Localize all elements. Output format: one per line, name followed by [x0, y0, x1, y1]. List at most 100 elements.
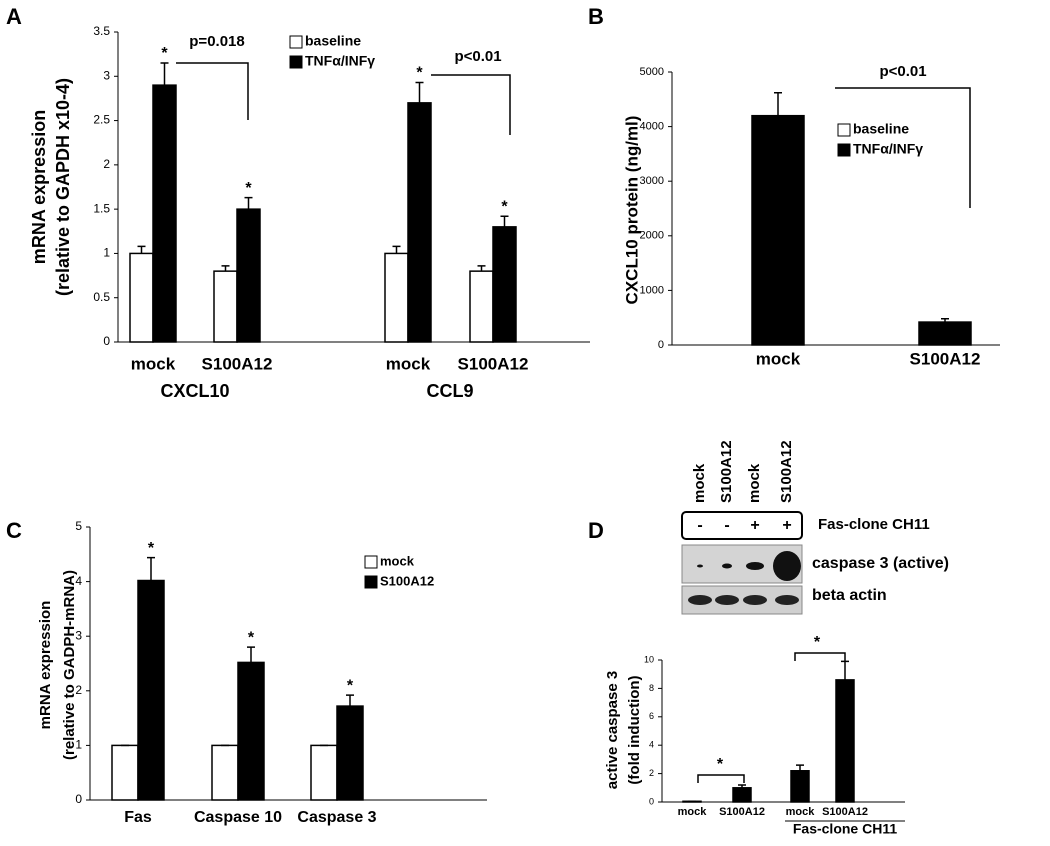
y-tick-label: 5000 [640, 66, 664, 78]
y-axis-label: active caspase 3 [604, 671, 621, 789]
y-tick-label: 1 [103, 246, 110, 260]
y-tick-label: 6 [649, 711, 654, 721]
lane-label: S100A12 [718, 440, 735, 503]
bar [129, 252, 154, 343]
comparison-bracket [431, 74, 511, 135]
panel-letter: D [588, 518, 604, 543]
error-bar [346, 694, 354, 707]
x-tick-label: S100A12 [910, 349, 981, 368]
significance-star: * [501, 198, 508, 215]
bar [407, 102, 432, 343]
y-axis-label: (relative to GAPDH x10-4) [53, 78, 73, 296]
x-tick-label: mock [386, 354, 431, 373]
legend-swatch [289, 55, 303, 69]
significance-star: * [161, 45, 168, 62]
x-tick-label: S100A12 [822, 806, 868, 818]
legend-swatch [289, 35, 303, 49]
legend-swatch [837, 143, 851, 157]
legend-label: baseline [305, 33, 361, 49]
bar [732, 787, 752, 803]
bar [751, 114, 805, 346]
bar [835, 679, 855, 803]
significance-star: * [245, 180, 252, 197]
legend-label: TNFα/INFγ [305, 53, 375, 69]
treatment-sign: - [697, 517, 702, 534]
error-bar [941, 318, 949, 323]
row-label: caspase 3 (active) [812, 555, 949, 572]
significance-star: * [148, 540, 155, 557]
bar [211, 744, 239, 801]
y-tick-label: 2 [75, 683, 82, 697]
significance-star: * [347, 677, 354, 694]
x-tick-label: Caspase 3 [297, 809, 376, 826]
comparison-bracket [835, 87, 971, 208]
blot-band [688, 595, 712, 605]
treatment-box [681, 511, 803, 540]
bar [790, 770, 810, 803]
y-tick-label: 3 [103, 68, 110, 82]
x-tick-label: S100A12 [458, 354, 529, 373]
bar [152, 84, 177, 343]
bar [111, 744, 139, 801]
y-axis-label: CXCL10 protein (ng/ml) [622, 116, 641, 305]
lane-label: S100A12 [778, 440, 795, 503]
y-tick-label: 4 [75, 574, 82, 588]
error-bar [415, 81, 424, 103]
comparison-label: p=0.018 [189, 33, 244, 50]
error-bar [244, 196, 253, 210]
bar [310, 744, 338, 801]
error-bar [147, 556, 155, 581]
x-tick-label: Fas [124, 809, 152, 826]
error-bar [160, 62, 169, 86]
y-tick-label: 2000 [640, 230, 664, 242]
x-tick-label: S100A12 [202, 354, 273, 373]
blot-band [697, 564, 703, 568]
y-tick-label: 2 [103, 157, 110, 171]
legend-swatch [364, 555, 378, 569]
bar [336, 705, 364, 801]
bar [137, 579, 165, 801]
panel-letter: A [6, 4, 22, 29]
comparison-label: * [717, 756, 724, 773]
legend-label: TNFα/INFγ [853, 141, 923, 157]
y-tick-label: 2.5 [93, 113, 110, 127]
treatment-label: Fas-clone CH11 [818, 516, 930, 533]
treatment-sign: - [724, 517, 729, 534]
x-tick-label: Caspase 10 [194, 809, 282, 826]
x-tick-label: mock [756, 349, 801, 368]
x-tick-label: mock [678, 806, 708, 818]
legend-label: mock [380, 553, 415, 568]
error-bar [774, 91, 782, 116]
error-bar [247, 646, 255, 663]
x-tick-label: S100A12 [719, 806, 765, 818]
blot-band [715, 595, 739, 605]
comparison-label: p<0.01 [879, 63, 926, 80]
comparison-label: * [814, 634, 821, 651]
legend-swatch [364, 575, 378, 589]
bar [492, 226, 517, 343]
comparison-bracket [794, 652, 846, 661]
significance-star: * [416, 65, 423, 82]
y-tick-label: 4000 [640, 121, 664, 133]
panel-letter: C [6, 518, 22, 543]
y-tick-label: 1.5 [93, 201, 110, 215]
y-tick-label: 4 [649, 740, 654, 750]
bar [384, 252, 409, 343]
x-tick-label: mock [131, 354, 176, 373]
error-bar [392, 245, 401, 254]
y-tick-label: 3000 [640, 175, 664, 187]
y-tick-label: 1 [75, 738, 82, 752]
bar [918, 321, 972, 346]
legend-swatch [837, 123, 851, 137]
row-label: beta actin [812, 587, 887, 604]
comparison-bracket [176, 62, 249, 120]
x-tick-label: mock [786, 806, 816, 818]
bar [237, 661, 265, 801]
y-tick-label: 10 [644, 654, 654, 664]
legend-label: baseline [853, 121, 909, 137]
bar [213, 270, 238, 343]
y-tick-label: 0 [649, 796, 654, 806]
error-bar [221, 265, 230, 272]
